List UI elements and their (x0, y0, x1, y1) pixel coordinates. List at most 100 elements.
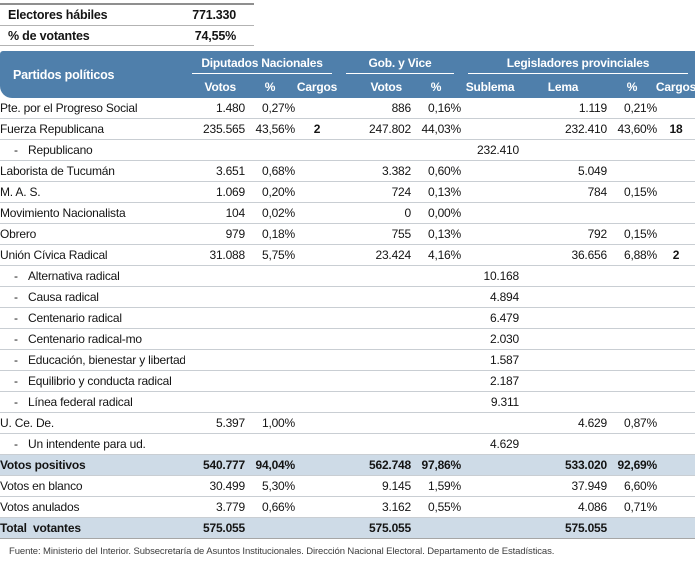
cell-leg-cargos (657, 223, 695, 245)
cell-gv-pct: 0,13% (411, 223, 461, 245)
pct-votantes-value: 74,55% (194, 28, 236, 43)
cell-gv-pct (411, 370, 461, 392)
cell-dn-votos: 3.779 (185, 496, 245, 518)
cell-leg-lema (519, 328, 607, 350)
party-column-header: Partidos políticos (13, 67, 115, 82)
cell-leg-cargos (657, 202, 695, 224)
party-name: Equilibrio y conducta radical (28, 374, 172, 388)
cell-dn-cargos (295, 349, 339, 371)
cell-leg-pct: 0,15% (607, 181, 657, 203)
cell-gv-pct (411, 412, 461, 434)
sublema-dash: - (14, 290, 18, 304)
cell-leg-sublema (461, 118, 519, 140)
cell-leg-cargos (657, 517, 695, 539)
sublema-dash: - (14, 311, 18, 325)
cell-gv-votos (339, 433, 411, 455)
cell-leg-pct (607, 391, 657, 413)
cell-leg-sublema: 4.894 (461, 286, 519, 308)
source-note: Fuente: Ministerio del Interior. Subsecr… (9, 546, 555, 557)
cell-leg-lema: 5.049 (519, 160, 607, 182)
cell-dn-cargos (295, 223, 339, 245)
cell-dn-cargos (295, 391, 339, 413)
cell-gv-pct (411, 139, 461, 161)
cell-leg-lema (519, 286, 607, 308)
cell-gv-pct: 0,00% (411, 202, 461, 224)
party-name-cell: - Línea federal radical (0, 391, 185, 413)
cell-gv-votos: 3.162 (339, 496, 411, 518)
cell-gv-votos (339, 265, 411, 287)
cell-leg-cargos (657, 265, 695, 287)
cell-leg-cargos (657, 286, 695, 308)
table-row: Laborista de Tucumán 3.651 0,68% 3.382 0,60%… (0, 160, 695, 182)
party-name: Causa radical (28, 290, 99, 304)
cell-leg-sublema (461, 202, 519, 224)
table-row: - Educación, bienestar y libertad 1.587 (0, 349, 695, 371)
cell-gv-pct (411, 391, 461, 413)
party-name-cell: - Centenario radical (0, 307, 185, 329)
party-name: M. A. S. (0, 185, 41, 199)
cell-dn-pct: 5,75% (245, 244, 295, 266)
pct-votantes-row: % de votantes 74,55% (0, 25, 254, 45)
cell-leg-cargos (657, 412, 695, 434)
cell-leg-cargos: 18 (657, 118, 695, 140)
subheader-leg-cargos: Cargos (655, 79, 695, 94)
cell-dn-votos: 104 (185, 202, 245, 224)
cell-leg-pct: 0,15% (607, 223, 657, 245)
table-row: Unión Cívica Radical 31.088 5,75% 23.424 4,1… (0, 244, 695, 266)
cell-leg-cargos (657, 454, 695, 476)
cell-leg-sublema (461, 223, 519, 245)
cell-dn-cargos (295, 286, 339, 308)
table-row: - Republicano 232.410 (0, 139, 695, 161)
cell-leg-pct (607, 265, 657, 287)
cell-leg-sublema: 232.410 (461, 139, 519, 161)
electores-habiles-value: 771.330 (192, 8, 236, 22)
cell-gv-votos: 755 (339, 223, 411, 245)
cell-leg-pct: 6,88% (607, 244, 657, 266)
party-name-cell: Votos positivos (0, 454, 185, 476)
cell-leg-lema: 232.410 (519, 118, 607, 140)
cell-dn-cargos (295, 98, 339, 119)
subheader-dn-cargos: Cargos (296, 79, 338, 94)
party-name-cell: Unión Cívica Radical (0, 244, 185, 266)
subheader-leg-pct: % (626, 79, 638, 94)
cell-dn-cargos (295, 433, 339, 455)
party-name: Votos en blanco (0, 479, 83, 493)
cell-gv-votos: 886 (391, 101, 411, 115)
cell-dn-votos (185, 349, 245, 371)
cell-leg-pct: 6,60% (607, 475, 657, 497)
sublema-dash: - (14, 353, 18, 367)
subheader-gv-pct: % (430, 79, 442, 94)
cell-gv-votos (339, 307, 411, 329)
cell-dn-votos (185, 286, 245, 308)
cell-dn-cargos (295, 328, 339, 350)
cell-leg-lema: 575.055 (519, 517, 607, 539)
cell-leg-lema: 784 (519, 181, 607, 203)
table-row: U. Ce. De. 5.397 1,00% 4.629 0,87% (0, 412, 695, 434)
cell-dn-cargos (295, 412, 339, 434)
cell-gv-votos: 3.382 (339, 160, 411, 182)
cell-gv-pct: 44,03% (411, 118, 461, 140)
cell-dn-cargos (295, 139, 339, 161)
party-name: Movimiento Nacionalista (0, 206, 126, 220)
cell-leg-sublema (461, 160, 519, 182)
cell-leg-lema (519, 433, 607, 455)
cell-leg-sublema (461, 244, 519, 266)
cell-leg-pct (607, 433, 657, 455)
table-row: - Alternativa radical 10.168 (0, 265, 695, 287)
cell-dn-votos: 5.397 (185, 412, 245, 434)
results-table-header: Partidos políticos Diputados Nacionales … (0, 51, 695, 98)
cell-gv-pct: 0,16% (427, 101, 461, 115)
cell-dn-cargos (295, 454, 339, 476)
cell-gv-votos: 247.802 (339, 118, 411, 140)
electores-habiles-label: Electores hábiles (8, 8, 108, 22)
cell-leg-pct (607, 286, 657, 308)
party-name: Votos anulados (0, 500, 80, 514)
cell-leg-lema (519, 265, 607, 287)
cell-leg-cargos (657, 307, 695, 329)
party-name: Obrero (0, 227, 37, 241)
cell-leg-pct (607, 160, 657, 182)
cell-gv-pct: 4,16% (411, 244, 461, 266)
cell-leg-sublema (461, 517, 519, 539)
cell-dn-cargos (295, 202, 339, 224)
cell-dn-cargos (295, 160, 339, 182)
